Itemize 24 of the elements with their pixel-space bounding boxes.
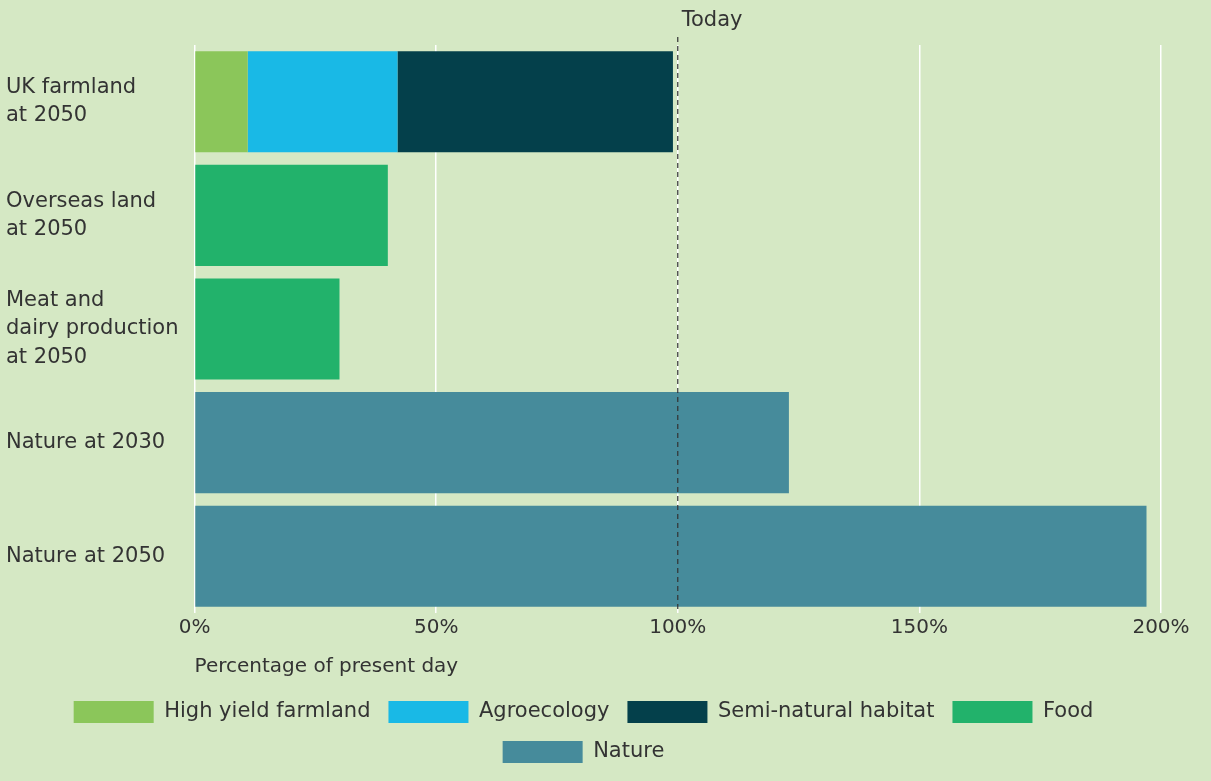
- bar: [195, 164, 388, 266]
- x-axis-title: Percentage of present day: [194, 653, 459, 678]
- x-tick-label: 50%: [413, 614, 459, 639]
- bar: [195, 51, 248, 153]
- legend-label: Agroecology: [478, 698, 610, 723]
- legend-label: High yield farmland: [164, 698, 371, 723]
- legend-label: Nature: [593, 738, 665, 763]
- y-tick-label: Nature at 2030: [6, 429, 166, 454]
- y-tick-label: Nature at 2050: [6, 542, 166, 567]
- legend-label: Food: [1042, 698, 1094, 723]
- x-tick-label: 150%: [890, 614, 948, 639]
- x-tick-label: 100%: [649, 614, 707, 639]
- y-tick-label: Meat and dairy production at 2050: [6, 287, 179, 368]
- bar: [195, 278, 340, 380]
- y-tick-label: UK farmland at 2050: [6, 74, 137, 127]
- bar: [247, 51, 398, 153]
- x-tick-label: 200%: [1132, 614, 1190, 639]
- legend-label: Semi-natural habitat: [717, 698, 935, 723]
- bar: [397, 51, 673, 153]
- bar: [195, 392, 789, 494]
- bar: [195, 505, 1147, 607]
- y-tick-label: Overseas land at 2050: [6, 187, 157, 241]
- x-tick-label: 0%: [178, 614, 211, 639]
- ref-line-label: Today: [680, 6, 743, 31]
